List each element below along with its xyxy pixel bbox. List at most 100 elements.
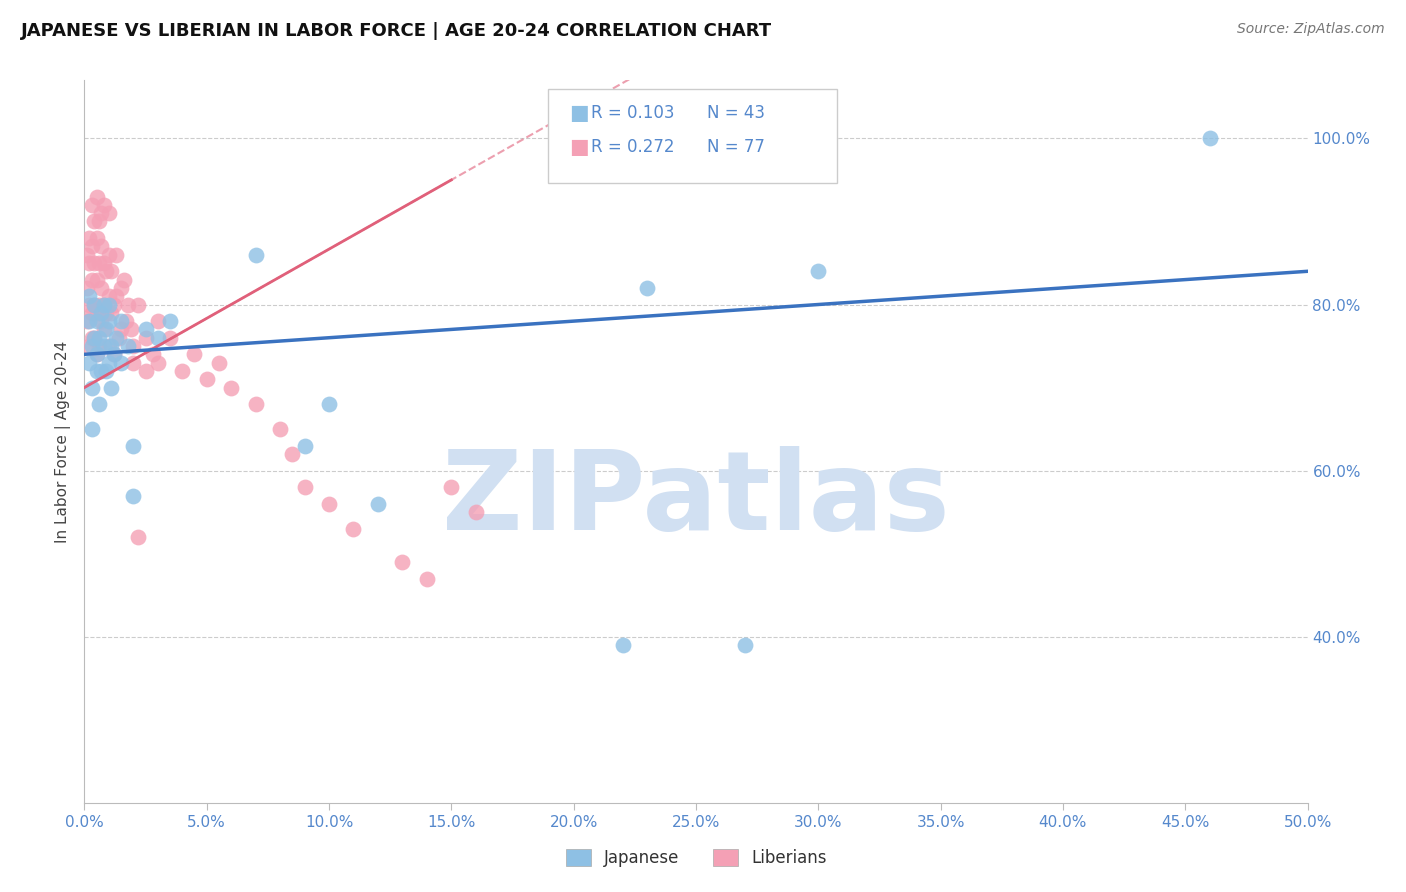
Text: JAPANESE VS LIBERIAN IN LABOR FORCE | AGE 20-24 CORRELATION CHART: JAPANESE VS LIBERIAN IN LABOR FORCE | AG… xyxy=(21,22,772,40)
Point xyxy=(93,322,115,336)
Point xyxy=(80,239,103,253)
Point xyxy=(86,364,108,378)
Point xyxy=(245,397,267,411)
Point xyxy=(464,505,486,519)
Point xyxy=(93,339,115,353)
Point xyxy=(86,306,108,320)
Point xyxy=(83,331,105,345)
Point xyxy=(115,314,138,328)
Point xyxy=(80,306,103,320)
Point xyxy=(80,339,103,353)
Point xyxy=(93,297,115,311)
Point xyxy=(110,314,132,328)
Point xyxy=(245,248,267,262)
Point xyxy=(87,214,110,228)
Point xyxy=(172,364,194,378)
Point xyxy=(77,297,100,311)
Point xyxy=(96,264,118,278)
Point xyxy=(367,497,389,511)
Point xyxy=(76,281,98,295)
Point xyxy=(83,297,105,311)
Point xyxy=(219,380,242,394)
Point xyxy=(77,231,100,245)
Point xyxy=(76,248,98,262)
Text: R = 0.103: R = 0.103 xyxy=(591,104,673,122)
Point xyxy=(807,264,830,278)
Point xyxy=(93,256,115,270)
Point xyxy=(96,364,118,378)
Point xyxy=(105,331,128,345)
Point xyxy=(135,331,157,345)
Point xyxy=(103,347,125,361)
Point xyxy=(112,272,135,286)
Point xyxy=(120,322,142,336)
Point xyxy=(90,306,112,320)
Point xyxy=(1198,131,1220,145)
Point xyxy=(135,322,157,336)
Point xyxy=(100,264,122,278)
Point xyxy=(636,281,658,295)
Point xyxy=(110,281,132,295)
Point xyxy=(159,331,181,345)
Text: N = 43: N = 43 xyxy=(707,104,765,122)
Point xyxy=(93,198,115,212)
Legend: Japanese, Liberians: Japanese, Liberians xyxy=(558,842,834,874)
Point xyxy=(80,380,103,394)
Point xyxy=(97,248,120,262)
Point xyxy=(86,272,108,286)
Point xyxy=(80,422,103,436)
Point xyxy=(83,331,105,345)
Point xyxy=(269,422,291,436)
Point xyxy=(83,297,105,311)
Point xyxy=(105,289,128,303)
Text: ZIPatlas: ZIPatlas xyxy=(441,446,950,553)
Point xyxy=(318,397,340,411)
Point xyxy=(80,272,103,286)
Point xyxy=(146,356,169,370)
Point xyxy=(90,364,112,378)
Point xyxy=(142,347,165,361)
Point xyxy=(83,256,105,270)
Point xyxy=(97,206,120,220)
Point xyxy=(86,347,108,361)
Point xyxy=(77,289,100,303)
Point xyxy=(87,331,110,345)
Point xyxy=(76,314,98,328)
Point xyxy=(117,339,139,353)
Text: ■: ■ xyxy=(569,103,589,123)
Point xyxy=(734,638,756,652)
Point xyxy=(86,231,108,245)
Point xyxy=(122,356,145,370)
Text: R = 0.272: R = 0.272 xyxy=(591,138,673,156)
Point xyxy=(318,497,340,511)
Point xyxy=(103,347,125,361)
Point xyxy=(100,306,122,320)
Point xyxy=(80,198,103,212)
Point xyxy=(281,447,304,461)
Point xyxy=(122,339,145,353)
Point xyxy=(159,314,181,328)
Point xyxy=(122,489,145,503)
Point xyxy=(612,638,634,652)
Point xyxy=(96,306,118,320)
Point xyxy=(146,314,169,328)
Point xyxy=(86,314,108,328)
Point xyxy=(342,522,364,536)
Point xyxy=(117,297,139,311)
Point xyxy=(87,297,110,311)
Point xyxy=(87,397,110,411)
Point xyxy=(127,297,149,311)
Point xyxy=(195,372,218,386)
Point xyxy=(416,572,439,586)
Text: Source: ZipAtlas.com: Source: ZipAtlas.com xyxy=(1237,22,1385,37)
Point xyxy=(97,289,120,303)
Point xyxy=(77,339,100,353)
Point xyxy=(97,356,120,370)
Point xyxy=(127,530,149,544)
Point xyxy=(90,239,112,253)
Point xyxy=(97,297,120,311)
Point xyxy=(83,214,105,228)
Point xyxy=(294,480,316,494)
Point xyxy=(87,339,110,353)
Point xyxy=(80,331,103,345)
